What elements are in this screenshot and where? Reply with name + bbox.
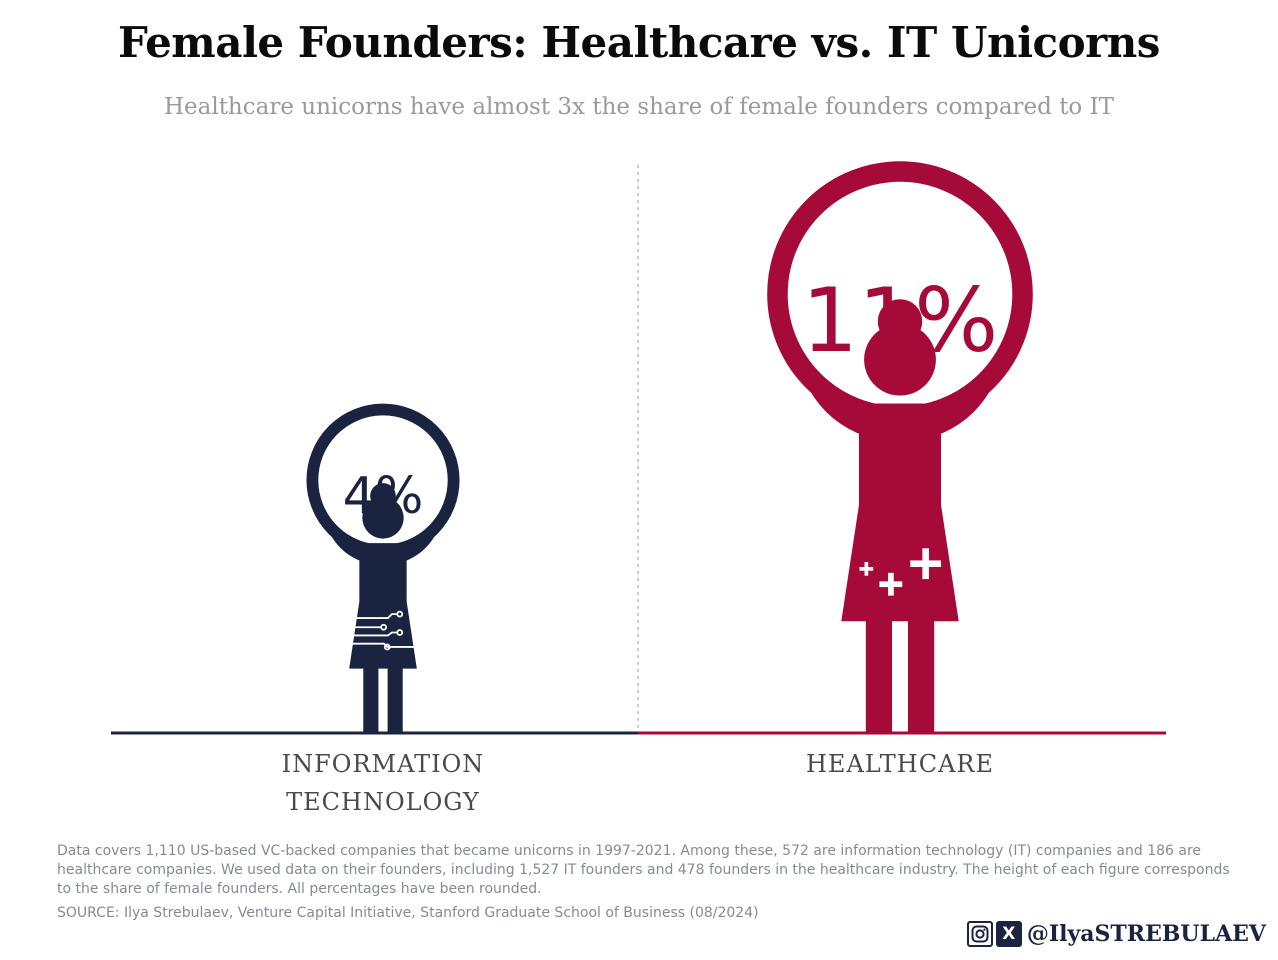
instagram-icon[interactable] [966, 921, 993, 947]
dress [349, 543, 417, 669]
figure-healthcare [767, 161, 1033, 733]
left-leg [363, 667, 379, 733]
category-label-it: TECHNOLOGY [286, 788, 480, 816]
value-label-healthcare: 11% [802, 269, 998, 372]
head [362, 497, 404, 539]
medical-cross-icon [859, 548, 942, 596]
dress [841, 403, 959, 622]
left-leg [865, 619, 893, 733]
chart-subtitle: Healthcare unicorns have almost 3x the s… [163, 94, 1115, 120]
right-leg [387, 667, 403, 733]
source-line: SOURCE: Ilya Strebulaev, Venture Capital… [57, 905, 759, 921]
social-handle[interactable]: X @IlyaSTREBULAEV [966, 921, 1266, 947]
value-label-it: 4% [343, 467, 424, 526]
figure-it [306, 403, 460, 733]
x-icon[interactable]: X [995, 921, 1022, 947]
right-leg [907, 619, 935, 733]
category-label-healthcare: HEALTHCARE [806, 750, 994, 778]
footnote: Data covers 1,110 US-based VC-backed com… [57, 843, 1230, 897]
chart-title: Female Founders: Healthcare vs. IT Unico… [118, 18, 1160, 67]
head [864, 323, 936, 396]
chart-area: 4% INFORMATION TECHNOLOGY 11% HEALTHCARE [111, 161, 1166, 816]
handle-text[interactable]: @IlyaSTREBULAEV [1026, 921, 1266, 947]
circuit-icon [351, 610, 415, 651]
category-label-it: INFORMATION [282, 750, 485, 778]
